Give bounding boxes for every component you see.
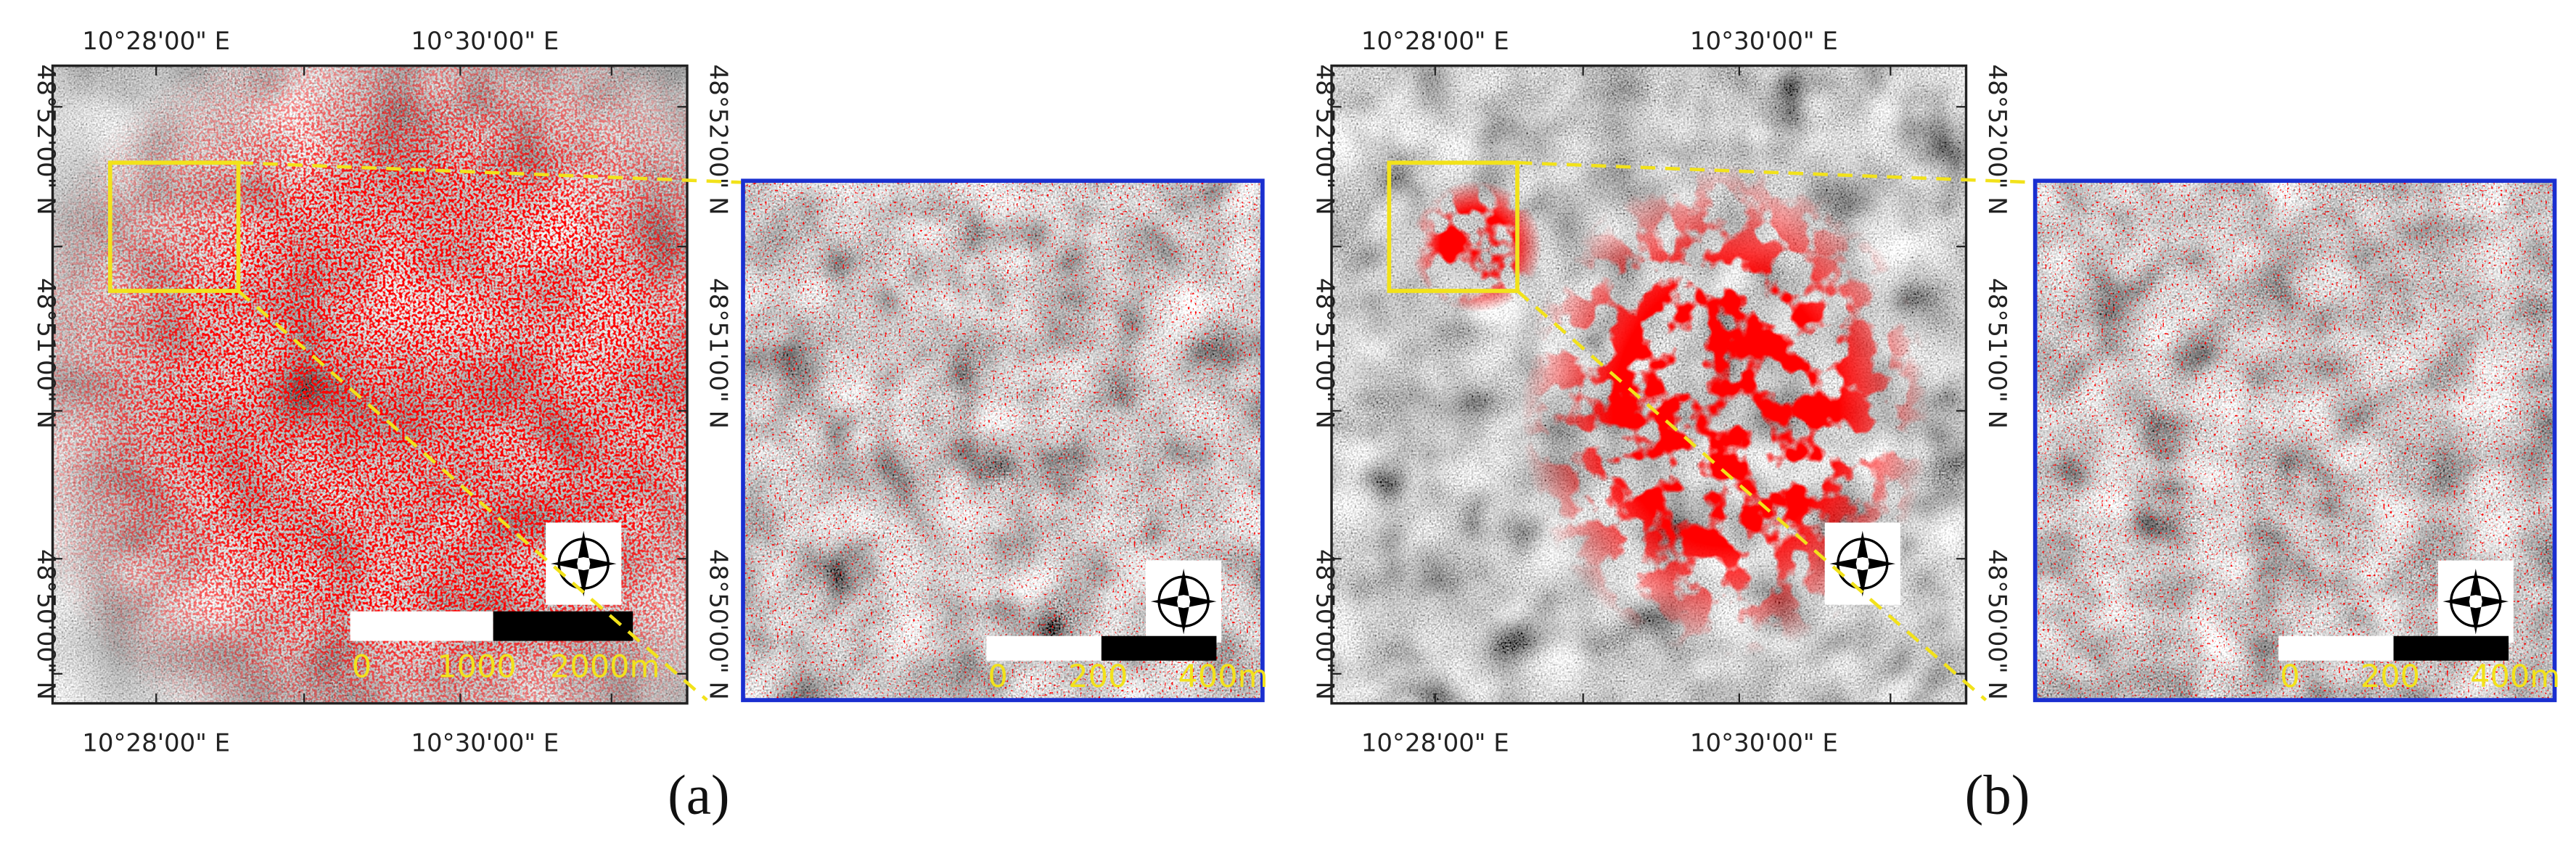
caption: (b)	[1965, 763, 2030, 826]
coord-label: 10°30'00" E	[411, 27, 559, 56]
scale-label: 0	[988, 659, 1007, 695]
coord-label: 48°51'00" N	[1982, 278, 2011, 429]
connector	[238, 161, 744, 184]
coord-label: 10°28'00" E	[82, 27, 230, 56]
coord-label: 10°30'00" E	[1690, 27, 1838, 56]
coord-label: 48°51'00" N	[704, 278, 733, 429]
zoom-box	[1387, 160, 1519, 293]
compass	[1144, 559, 1223, 644]
scale-label: 0	[2280, 659, 2300, 695]
map-frame	[51, 64, 689, 705]
coord-label: 48°52'00" N	[1982, 65, 2011, 215]
coord-label: 48°52'00" N	[31, 65, 60, 215]
scale-label: 400m	[1178, 659, 1268, 695]
scale-bar	[986, 635, 1102, 661]
scale-bar	[2278, 635, 2394, 661]
coord-label: 48°50'00" N	[704, 549, 733, 700]
scale-bar	[1101, 635, 1217, 661]
coord-label: 48°52'00" N	[704, 65, 733, 215]
caption: (a)	[668, 763, 729, 826]
inset-frame	[2033, 178, 2557, 702]
coord-label: 10°30'00" E	[1690, 728, 1838, 757]
connector	[1517, 161, 2035, 184]
scale-label: 200	[1068, 659, 1128, 695]
zoom-box	[107, 160, 241, 293]
scale-label: 2000m	[550, 649, 660, 685]
connector	[1516, 289, 1988, 701]
scale-label: 200	[2360, 659, 2420, 695]
coord-label: 48°50'00" N	[1310, 549, 1340, 700]
coord-label: 10°30'00" E	[411, 728, 559, 757]
coord-label: 48°51'00" N	[31, 278, 60, 429]
inset-frame	[741, 178, 1265, 702]
coord-label: 48°50'00" N	[31, 549, 60, 700]
coord-label: 10°28'00" E	[1361, 728, 1509, 757]
coord-label: 48°51'00" N	[1310, 278, 1340, 429]
scale-label: 1000	[437, 649, 517, 685]
coord-label: 10°28'00" E	[82, 728, 230, 757]
scale-label: 400m	[2470, 659, 2560, 695]
scale-bar	[2393, 635, 2509, 661]
compass	[2437, 559, 2515, 644]
map-frame	[1330, 64, 1968, 705]
scale-bar	[350, 611, 493, 641]
connector	[237, 289, 708, 701]
scale-label: 0	[352, 649, 372, 685]
coord-label: 48°52'00" N	[1310, 65, 1340, 215]
coord-label: 48°50'00" N	[1982, 549, 2011, 700]
coord-label: 10°28'00" E	[1361, 27, 1509, 56]
